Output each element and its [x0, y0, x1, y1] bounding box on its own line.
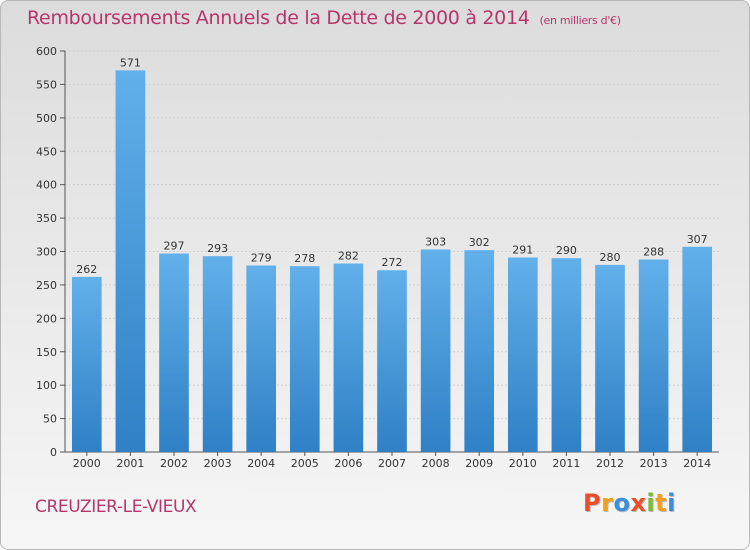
x-tick-label: 2008	[422, 457, 450, 470]
chart-title: Remboursements Annuels de la Dette de 20…	[27, 7, 621, 29]
bar-value-label: 262	[76, 263, 97, 276]
bar	[464, 250, 495, 452]
bar-value-label: 279	[251, 252, 272, 265]
y-tick-label: 50	[43, 413, 57, 426]
bar	[159, 253, 189, 452]
x-tick-label: 2009	[465, 457, 493, 470]
bar	[115, 70, 146, 453]
y-tick-label: 500	[36, 112, 57, 125]
x-tick-label: 2003	[204, 457, 232, 470]
y-tick-label: 200	[36, 312, 57, 325]
bar-value-label: 571	[120, 56, 141, 69]
bar	[682, 246, 713, 452]
x-tick-label: 2005	[291, 457, 319, 470]
bar-value-label: 278	[294, 252, 315, 265]
bar	[246, 265, 277, 452]
bar-value-label: 297	[164, 240, 185, 253]
y-tick-label: 100	[36, 379, 57, 392]
bar	[289, 266, 320, 452]
bar	[71, 276, 102, 452]
bar	[420, 249, 451, 452]
logo-letter: x	[630, 489, 647, 517]
logo-letter: i	[667, 489, 676, 517]
y-tick-label: 250	[36, 279, 57, 292]
x-tick-label: 2012	[596, 457, 624, 470]
x-tick-label: 2000	[73, 457, 101, 470]
logo-letter: r	[601, 489, 614, 517]
bar-value-label: 307	[687, 233, 708, 246]
x-tick-label: 2002	[160, 457, 188, 470]
commune-name: CREUZIER-LE-VIEUX	[35, 497, 197, 517]
bar-value-label: 293	[207, 242, 228, 255]
x-tick-label: 2007	[378, 457, 406, 470]
y-tick-label: 150	[36, 346, 57, 359]
bar	[202, 256, 233, 452]
x-tick-label: 2014	[683, 457, 711, 470]
x-tick-label: 2013	[640, 457, 668, 470]
bar	[595, 264, 625, 452]
x-tick-label: 2010	[509, 457, 537, 470]
y-tick-label: 350	[36, 212, 57, 225]
logo-letter: o	[613, 489, 631, 517]
bar-value-label: 282	[338, 250, 359, 263]
logo-letter: P	[583, 489, 602, 517]
bar-value-label: 280	[600, 251, 621, 264]
bar-value-label: 291	[512, 244, 533, 257]
proxiti-logo: Proxiti	[583, 489, 676, 517]
x-tick-label: 2001	[116, 457, 144, 470]
bar-value-label: 302	[469, 236, 490, 249]
x-tick-label: 2006	[334, 457, 362, 470]
x-tick-label: 2011	[552, 457, 580, 470]
bar	[333, 263, 364, 452]
logo-letter: i	[646, 489, 656, 517]
y-tick-label: 550	[36, 78, 57, 91]
y-tick-label: 300	[36, 246, 57, 259]
chart-title-text: Remboursements Annuels de la Dette de 20…	[27, 7, 530, 29]
y-tick-label: 0	[50, 446, 57, 459]
y-tick-label: 600	[36, 45, 57, 58]
bar	[551, 258, 582, 452]
bar-value-label: 290	[556, 244, 577, 257]
y-tick-label: 400	[36, 179, 57, 192]
bar	[507, 257, 538, 452]
y-tick-label: 450	[36, 145, 57, 158]
bar-value-label: 288	[643, 246, 664, 259]
bar-value-label: 272	[382, 256, 403, 269]
bar	[377, 270, 407, 452]
logo-letter: t	[655, 489, 668, 517]
bar-value-label: 303	[425, 235, 446, 248]
x-tick-label: 2004	[247, 457, 275, 470]
bar	[638, 259, 669, 452]
chart-unit: (en milliers d'€)	[539, 14, 621, 27]
